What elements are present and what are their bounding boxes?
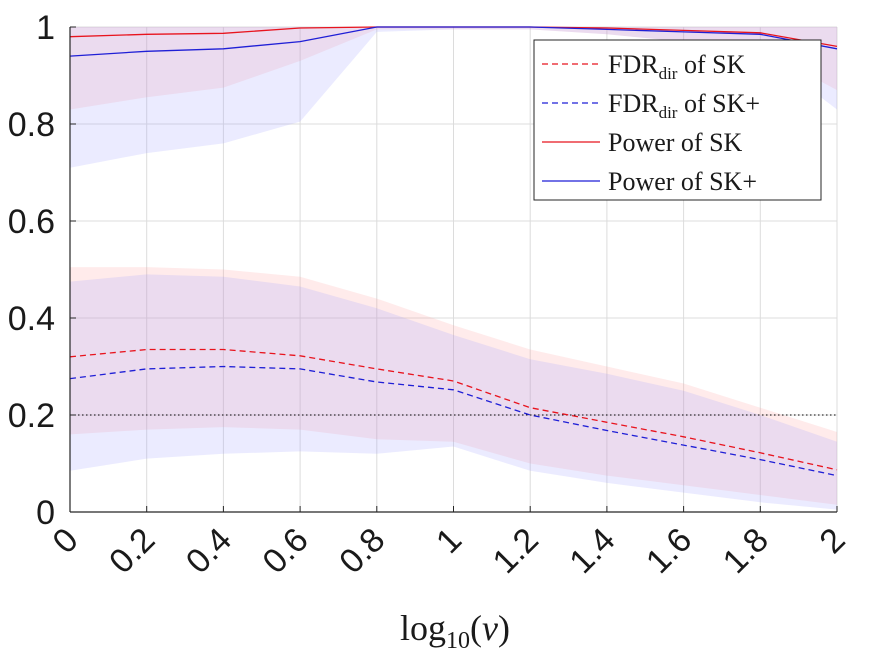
series-lines <box>69 26 838 477</box>
y-tick-labels: 0 0.2 0.4 0.6 0.8 1 <box>8 9 55 532</box>
x-axis-label-close: ) <box>498 608 510 648</box>
band-series-1 <box>70 274 837 510</box>
band-series-2 <box>70 27 837 110</box>
legend-label-1: FDRdir of SK+ <box>608 89 760 122</box>
y-tick-label-1: 0.2 <box>8 397 55 435</box>
legend-label-2: Power of SK <box>608 128 743 157</box>
legend: FDRdir of SK FDRdir of SK+ Power of SK Powe… <box>533 39 822 201</box>
legend-label-3: Power of SK+ <box>608 167 757 196</box>
legend-label-0: FDRdir of SK <box>608 50 746 83</box>
band-series-0 <box>70 267 837 505</box>
x-axis-label-var: ν <box>482 608 498 648</box>
x-axis-label: log10(ν) <box>400 608 510 654</box>
y-tick-label-2: 0.4 <box>8 300 55 338</box>
x-axis-label-base: log <box>400 608 446 648</box>
series-line-3 <box>69 26 838 57</box>
y-tick-label-0: 0 <box>36 494 55 532</box>
confidence-bands <box>70 27 837 510</box>
axes <box>69 26 838 513</box>
band-series-3 <box>70 27 837 168</box>
x-axis-label-open: ( <box>470 608 482 648</box>
y-tick-label-4: 0.8 <box>8 106 55 144</box>
x-axis-label-subscript: 10 <box>446 628 470 654</box>
y-tick-label-5: 1 <box>36 9 55 47</box>
series-line-1 <box>69 365 838 477</box>
legend-box <box>533 39 822 201</box>
y-tick-label-3: 0.6 <box>8 203 55 241</box>
